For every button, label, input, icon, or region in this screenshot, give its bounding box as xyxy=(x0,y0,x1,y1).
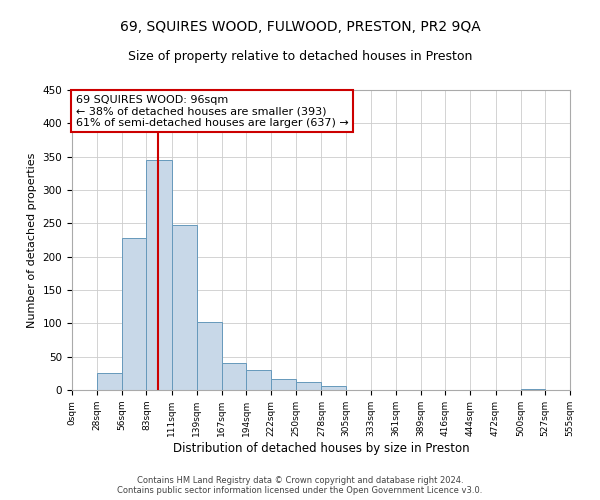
Bar xyxy=(172,224,197,390)
Bar xyxy=(246,370,271,390)
Bar xyxy=(197,322,222,390)
Bar xyxy=(322,386,346,390)
Bar xyxy=(271,380,296,390)
Text: Size of property relative to detached houses in Preston: Size of property relative to detached ho… xyxy=(128,50,472,63)
X-axis label: Distribution of detached houses by size in Preston: Distribution of detached houses by size … xyxy=(173,442,469,454)
Bar xyxy=(146,160,172,390)
Text: 69 SQUIRES WOOD: 96sqm
← 38% of detached houses are smaller (393)
61% of semi-de: 69 SQUIRES WOOD: 96sqm ← 38% of detached… xyxy=(76,94,349,128)
Y-axis label: Number of detached properties: Number of detached properties xyxy=(27,152,37,328)
Text: 69, SQUIRES WOOD, FULWOOD, PRESTON, PR2 9QA: 69, SQUIRES WOOD, FULWOOD, PRESTON, PR2 … xyxy=(119,20,481,34)
Bar xyxy=(97,374,122,390)
Bar xyxy=(222,364,246,390)
Bar xyxy=(122,238,146,390)
Text: Contains HM Land Registry data © Crown copyright and database right 2024.
Contai: Contains HM Land Registry data © Crown c… xyxy=(118,476,482,495)
Bar xyxy=(296,382,322,390)
